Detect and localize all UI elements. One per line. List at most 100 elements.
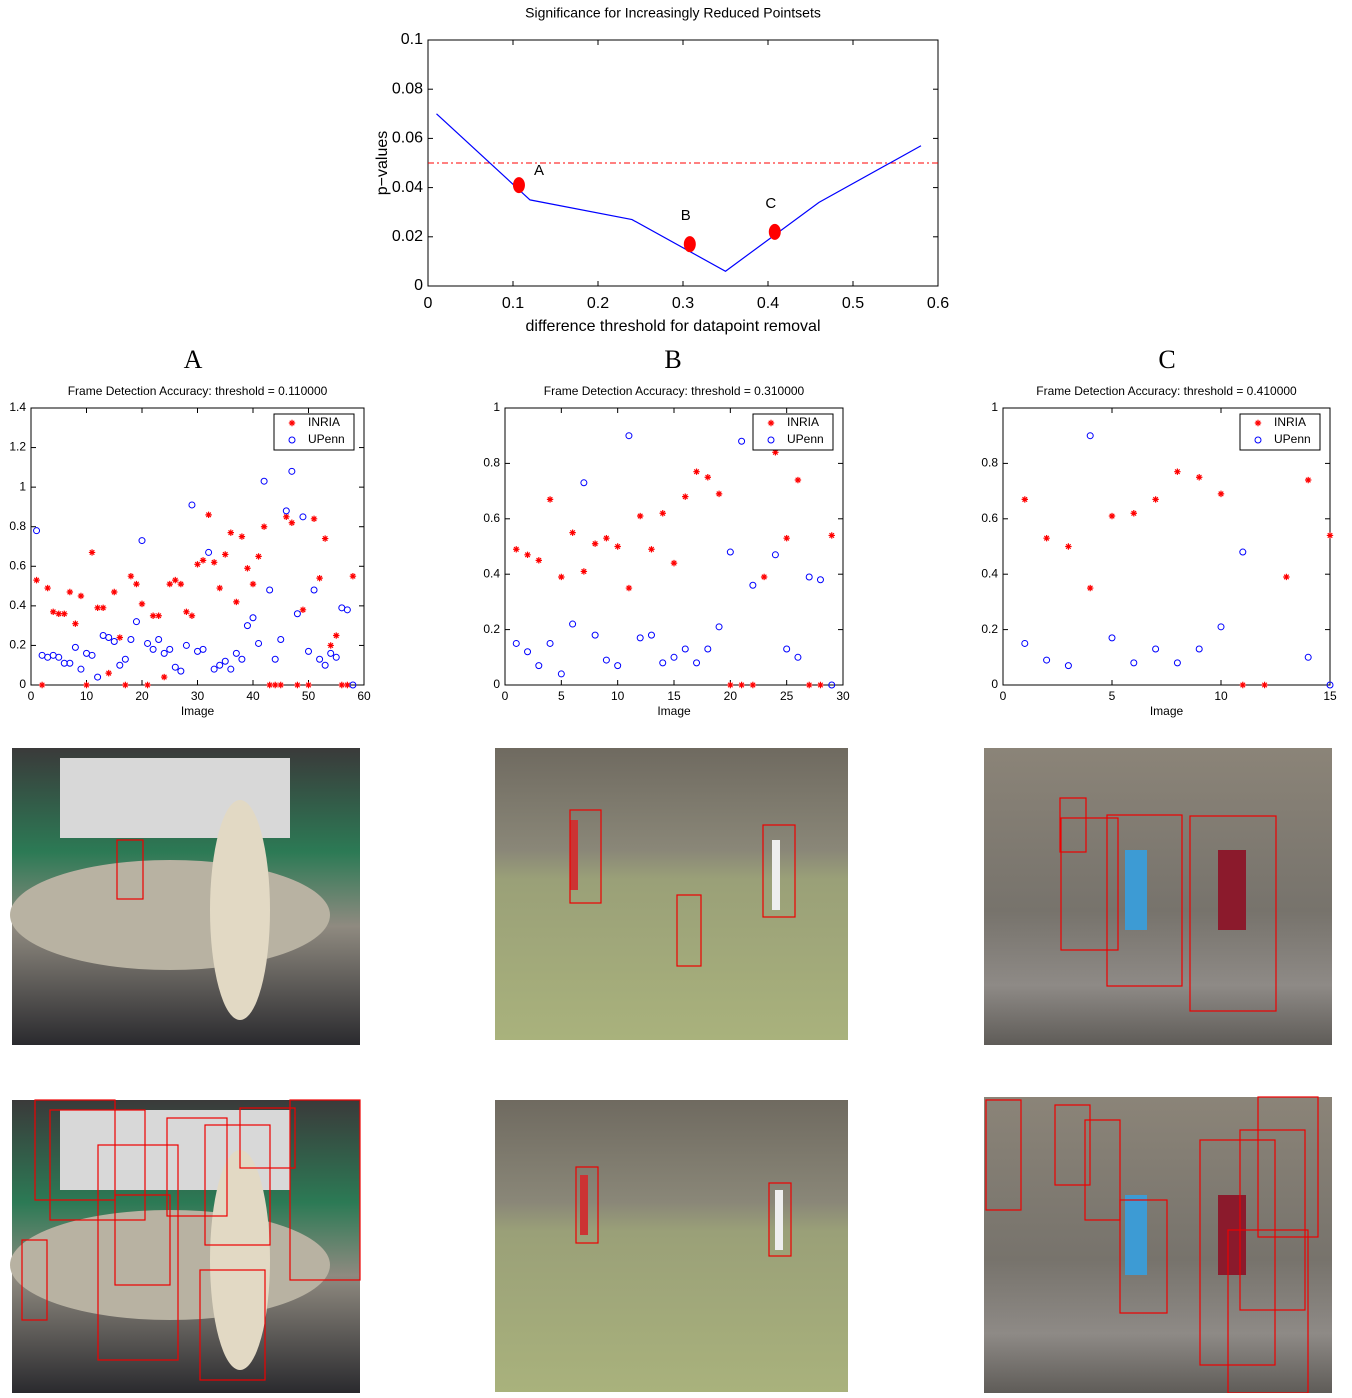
point [513,546,519,552]
x-tick-label: 0.4 [757,295,779,312]
point [817,682,823,688]
x-axis-label: Image [657,704,691,718]
x-tick-label: 0 [502,689,509,703]
point-label: C [765,195,776,212]
x-tick-label: 5 [1109,689,1116,703]
chart-title: Frame Detection Accuracy: threshold = 0.… [68,384,328,398]
point [671,560,677,566]
point [317,656,323,662]
point [294,682,300,688]
point [1305,477,1311,483]
point [333,632,339,638]
line [437,114,922,271]
y-tick-label: 0.6 [981,511,998,525]
point [547,496,553,502]
legend-label: UPenn [308,432,345,446]
point [581,480,587,486]
point [266,682,272,688]
point [189,502,195,508]
point [795,477,801,483]
point [78,593,84,599]
point [144,682,150,688]
y-tick-label: 0.04 [392,179,423,196]
y-tick-label: 0.08 [392,80,423,97]
point [637,513,643,519]
point [1087,433,1093,439]
highlight-point [513,177,525,193]
photo-a1 [10,748,360,1045]
x-tick-label: 0 [28,689,35,703]
point [150,646,156,652]
point [1218,491,1224,497]
point [1261,682,1267,688]
x-tick-label: 50 [302,689,316,703]
point [524,552,530,558]
point [570,621,576,627]
point [1174,660,1180,666]
point [1196,646,1202,652]
point [283,508,289,514]
point [1109,513,1115,519]
point [525,649,531,655]
panel-heading: B [664,345,681,374]
photo-a2 [10,1100,360,1393]
x-tick-label: 25 [780,689,794,703]
x-tick-label: 0 [424,295,433,312]
point [167,581,173,587]
x-tick-label: 0 [1000,689,1007,703]
point [56,611,62,617]
point [217,662,223,668]
point [614,543,620,549]
point [739,438,745,444]
point [172,577,178,583]
point [39,682,45,688]
chart: 05101500.20.40.60.81CFrame Detection Acc… [981,345,1337,718]
x-tick-label: 20 [135,689,149,703]
panel-heading: C [1158,345,1175,374]
point-label: A [534,162,544,179]
point [200,557,206,563]
legend-marker [1255,420,1261,426]
point [1240,549,1246,555]
point [272,656,278,662]
x-tick-label: 0.1 [502,295,524,312]
point [189,613,195,619]
point [1153,646,1159,652]
y-tick-label: 0.2 [9,638,26,652]
point [682,493,688,499]
point [339,682,345,688]
y-tick-label: 1 [493,400,500,414]
point [111,589,117,595]
x-tick-label: 15 [667,689,681,703]
point [626,585,632,591]
point [289,520,295,526]
y-tick-label: 0.02 [392,228,423,245]
point [100,605,106,611]
point [306,648,312,654]
point [1087,585,1093,591]
point [716,491,722,497]
point [305,682,311,688]
photo-c1 [984,748,1332,1045]
point [128,573,134,579]
point [61,611,67,617]
point [222,658,228,664]
point [289,468,295,474]
point [322,662,328,668]
point [1022,640,1028,646]
legend-label: UPenn [1274,432,1311,446]
point [267,587,273,593]
point [558,574,564,580]
point [648,632,654,638]
point [33,577,39,583]
point [222,551,228,557]
y-tick-label: 0.6 [9,558,26,572]
point [592,541,598,547]
point [122,682,128,688]
point [106,635,112,641]
point [95,674,101,680]
point [829,532,835,538]
point [772,552,778,558]
point [211,666,217,672]
